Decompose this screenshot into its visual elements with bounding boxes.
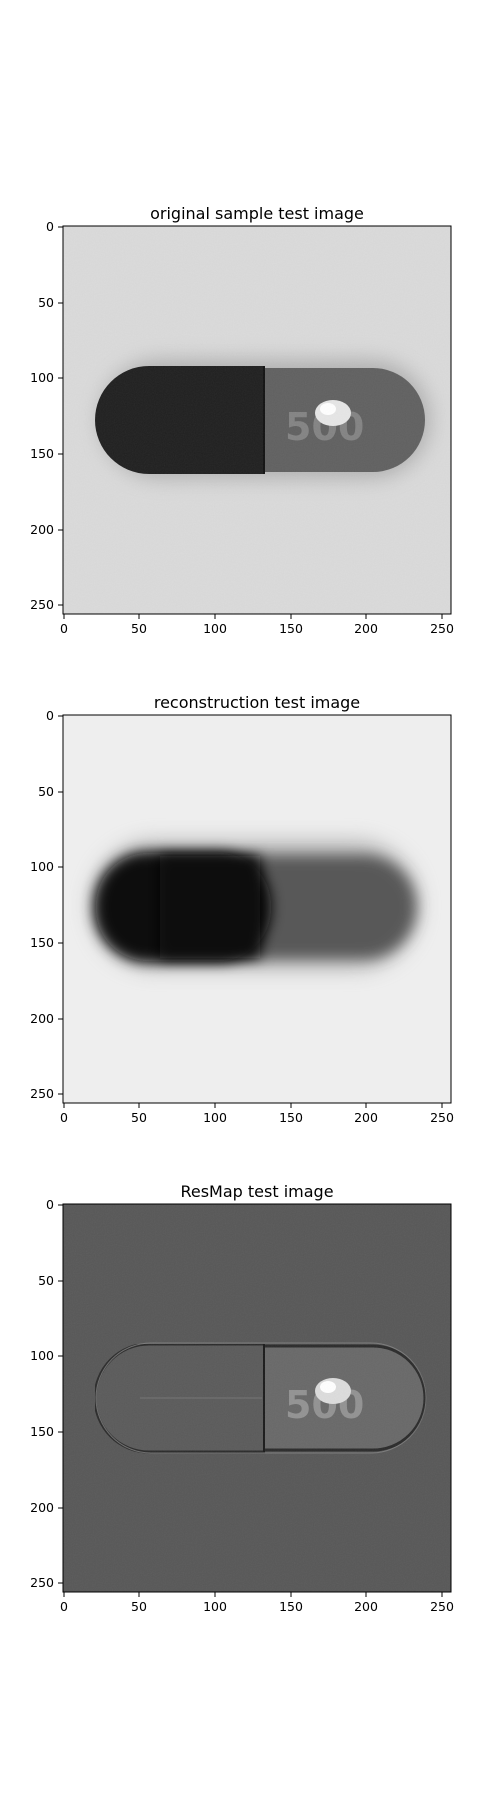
svg-text:250: 250 <box>30 597 54 612</box>
y-tick: 250 <box>30 1086 63 1101</box>
y-tick: 100 <box>30 1348 63 1363</box>
svg-text:150: 150 <box>30 935 54 950</box>
y-axis: 0 50 100 150 200 250 <box>30 708 63 1101</box>
y-tick: 0 <box>46 708 63 723</box>
svg-text:50: 50 <box>38 295 54 310</box>
resmap-image: 500 <box>63 1204 451 1592</box>
x-tick: 50 <box>131 614 147 636</box>
svg-text:100: 100 <box>203 1110 227 1125</box>
svg-text:0: 0 <box>46 708 54 723</box>
svg-text:150: 150 <box>30 446 54 461</box>
y-tick: 50 <box>38 1273 63 1288</box>
svg-text:0: 0 <box>46 219 54 234</box>
y-tick: 150 <box>30 935 63 950</box>
x-tick: 100 <box>203 1592 227 1614</box>
x-tick: 100 <box>203 1103 227 1125</box>
reconstruction-image <box>63 715 451 1103</box>
svg-text:250: 250 <box>430 1599 454 1614</box>
svg-text:150: 150 <box>279 1110 303 1125</box>
svg-text:100: 100 <box>203 621 227 636</box>
y-tick: 50 <box>38 784 63 799</box>
original-image: 500 <box>63 226 451 614</box>
x-axis: 0 50 100 150 200 250 <box>60 1103 454 1125</box>
y-tick: 250 <box>30 1575 63 1590</box>
x-tick: 250 <box>430 1103 454 1125</box>
svg-text:100: 100 <box>203 1599 227 1614</box>
y-tick: 250 <box>30 597 63 612</box>
x-tick: 0 <box>60 1592 68 1614</box>
svg-text:0: 0 <box>60 1599 68 1614</box>
svg-text:50: 50 <box>38 1273 54 1288</box>
y-tick: 50 <box>38 295 63 310</box>
panel-resmap: ResMap test image 500 0 50 100 150 200 2… <box>30 1182 454 1614</box>
svg-text:250: 250 <box>430 1110 454 1125</box>
svg-text:0: 0 <box>46 1197 54 1212</box>
svg-text:0: 0 <box>60 1110 68 1125</box>
x-tick: 200 <box>354 1103 378 1125</box>
svg-text:0: 0 <box>60 621 68 636</box>
svg-text:200: 200 <box>354 1110 378 1125</box>
svg-text:50: 50 <box>131 1599 147 1614</box>
x-tick: 200 <box>354 1592 378 1614</box>
x-tick: 0 <box>60 614 68 636</box>
x-tick: 50 <box>131 1592 147 1614</box>
y-axis: 0 50 100 150 200 250 <box>30 1197 63 1590</box>
svg-text:150: 150 <box>279 1599 303 1614</box>
svg-text:250: 250 <box>30 1575 54 1590</box>
svg-text:150: 150 <box>30 1424 54 1439</box>
y-tick: 200 <box>30 522 63 537</box>
svg-text:200: 200 <box>354 621 378 636</box>
panel-reconstruction: reconstruction test image 0 50 100 150 2… <box>30 693 454 1125</box>
svg-text:100: 100 <box>30 370 54 385</box>
svg-text:100: 100 <box>30 1348 54 1363</box>
y-tick: 100 <box>30 370 63 385</box>
y-tick: 200 <box>30 1500 63 1515</box>
svg-text:100: 100 <box>30 859 54 874</box>
x-axis: 0 50 100 150 200 250 <box>60 1592 454 1614</box>
x-tick: 250 <box>430 614 454 636</box>
axes-frame <box>62 714 452 1104</box>
y-tick: 0 <box>46 1197 63 1212</box>
x-tick: 100 <box>203 614 227 636</box>
x-axis: 0 50 100 150 200 250 <box>60 614 454 636</box>
x-tick: 200 <box>354 614 378 636</box>
y-axis: 0 50 100 150 200 250 <box>30 219 63 612</box>
axes-frame <box>62 225 452 615</box>
svg-text:50: 50 <box>131 1110 147 1125</box>
svg-text:200: 200 <box>30 1011 54 1026</box>
x-tick: 150 <box>279 1103 303 1125</box>
svg-text:150: 150 <box>279 621 303 636</box>
x-tick: 150 <box>279 1592 303 1614</box>
svg-text:250: 250 <box>430 621 454 636</box>
x-tick: 50 <box>131 1103 147 1125</box>
y-tick: 0 <box>46 219 63 234</box>
panel-original: original sample test image 500 0 50 100 … <box>30 204 454 636</box>
svg-text:50: 50 <box>131 621 147 636</box>
svg-text:200: 200 <box>30 1500 54 1515</box>
x-tick: 150 <box>279 614 303 636</box>
x-tick: 0 <box>60 1103 68 1125</box>
panel-title: reconstruction test image <box>154 693 360 712</box>
panel-title: ResMap test image <box>180 1182 333 1201</box>
y-tick: 100 <box>30 859 63 874</box>
axes-frame <box>62 1203 452 1593</box>
svg-text:200: 200 <box>30 522 54 537</box>
svg-text:200: 200 <box>354 1599 378 1614</box>
svg-text:250: 250 <box>30 1086 54 1101</box>
y-tick: 150 <box>30 1424 63 1439</box>
y-tick: 150 <box>30 446 63 461</box>
svg-text:50: 50 <box>38 784 54 799</box>
x-tick: 250 <box>430 1592 454 1614</box>
panel-title: original sample test image <box>150 204 364 223</box>
y-tick: 200 <box>30 1011 63 1026</box>
